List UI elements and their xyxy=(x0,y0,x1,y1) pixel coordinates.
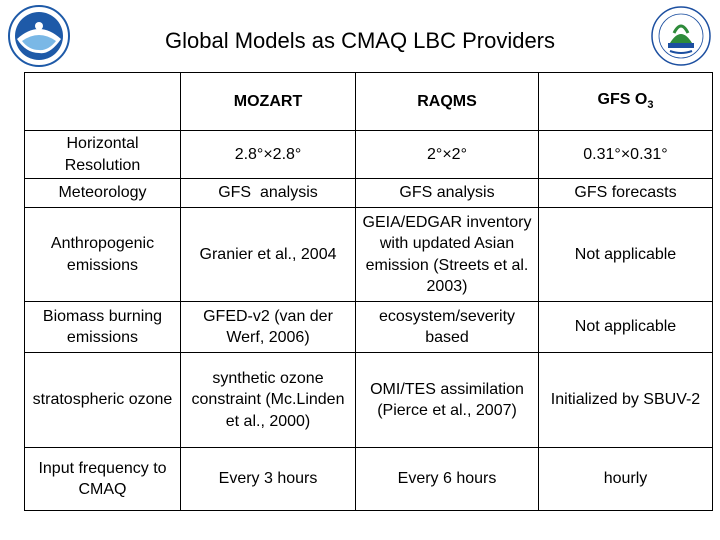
row-label: Meteorology xyxy=(24,178,181,209)
table-header-row: MOZART RAQMS GFS O3 xyxy=(24,72,713,131)
models-table: MOZART RAQMS GFS O3 Horizontal Resolutio… xyxy=(24,72,713,512)
table-cell: GFED-v2 (van der Werf, 2006) xyxy=(180,301,356,354)
table-row: Input frequency to CMAQ Every 3 hours Ev… xyxy=(24,447,713,512)
row-label: stratospheric ozone xyxy=(24,352,181,449)
table-cell: GEIA/EDGAR inventory with updated Asian … xyxy=(355,207,539,303)
table-cell: Initialized by SBUV-2 xyxy=(538,352,713,449)
table-cell: GFS analysis xyxy=(355,178,539,209)
table-row: Meteorology GFS analysis GFS analysis GF… xyxy=(24,178,713,209)
page-title: Global Models as CMAQ LBC Providers xyxy=(164,28,556,53)
row-label: Biomass burning emissions xyxy=(24,301,181,354)
table-cell: Not applicable xyxy=(538,207,713,303)
table-cell: Every 6 hours xyxy=(355,447,539,512)
header-gfs-o3: GFS O3 xyxy=(538,72,713,131)
table-row: Horizontal Resolution 2.8°×2.8° 2°×2° 0.… xyxy=(24,129,713,180)
header-mozart: MOZART xyxy=(180,72,356,131)
row-label: Input frequency to CMAQ xyxy=(24,447,181,512)
table-row: stratospheric ozone synthetic ozone cons… xyxy=(24,352,713,449)
table-cell: 2.8°×2.8° xyxy=(180,129,356,180)
table-cell: hourly xyxy=(538,447,713,512)
table-row: Anthropogenic emissions Granier et al., … xyxy=(24,207,713,303)
row-label: Anthropogenic emissions xyxy=(24,207,181,303)
table-cell: GFS forecasts xyxy=(538,178,713,209)
table-cell: Every 3 hours xyxy=(180,447,356,512)
table-cell: 2°×2° xyxy=(355,129,539,180)
table-cell: ecosystem/severity based xyxy=(355,301,539,354)
epa-logo-icon xyxy=(651,6,711,66)
header-gfs-o3-subscript: 3 xyxy=(647,99,654,112)
table-cell: Granier et al., 2004 xyxy=(180,207,356,303)
table-cell: Not applicable xyxy=(538,301,713,354)
table-row: Biomass burning emissions GFED-v2 (van d… xyxy=(24,301,713,354)
table-cell: 0.31°×0.31° xyxy=(538,129,713,180)
table-cell: OMI/TES assimilation (Pierce et al., 200… xyxy=(355,352,539,449)
header-gfs-o3-label: GFS O xyxy=(597,91,648,109)
table-cell: synthetic ozone constraint (Mc.Linden et… xyxy=(180,352,356,449)
table-cell: GFS analysis xyxy=(180,178,356,209)
row-label: Horizontal Resolution xyxy=(24,129,181,180)
header-raqms: RAQMS xyxy=(355,72,539,131)
noaa-logo-icon xyxy=(8,5,70,67)
header-blank-cell xyxy=(24,72,181,131)
